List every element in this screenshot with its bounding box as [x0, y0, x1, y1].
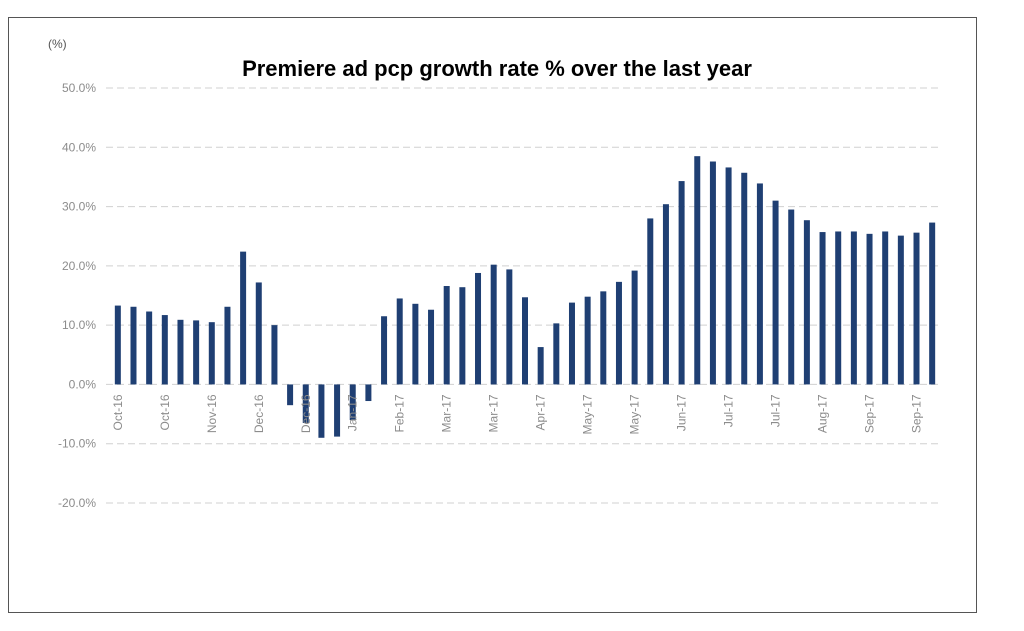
bar: [725, 167, 732, 385]
bar: [866, 233, 873, 385]
bar: [318, 384, 325, 438]
x-tick-label: Sep-17: [863, 394, 877, 433]
y-tick-label: 30.0%: [62, 200, 96, 214]
bar: [475, 272, 482, 385]
bar: [584, 296, 591, 385]
x-tick-label: May-17: [581, 394, 595, 434]
bar: [240, 251, 247, 385]
chart-frame: [8, 17, 977, 613]
bar: [208, 322, 215, 385]
x-tick-label: Sep-17: [910, 394, 924, 433]
x-tick-label: Dec-16: [252, 394, 266, 433]
bar: [130, 306, 137, 385]
bar: [615, 281, 622, 385]
y-tick-label: 10.0%: [62, 318, 96, 332]
chart-title: Premiere ad pcp growth rate % over the l…: [242, 56, 752, 81]
x-tick-label: Mar-17: [440, 394, 454, 432]
bar: [897, 235, 904, 385]
x-tick-label: Oct-16: [158, 394, 172, 430]
bar: [287, 384, 294, 406]
bar: [506, 269, 513, 385]
y-tick-label: 40.0%: [62, 140, 96, 154]
bar: [271, 325, 278, 385]
bar: [662, 204, 669, 385]
bar: [522, 297, 528, 385]
bar: [443, 286, 450, 385]
bar: [850, 231, 857, 385]
bar: [647, 218, 654, 385]
bar: [255, 282, 262, 385]
bar: [428, 309, 435, 385]
y-tick-label: 50.0%: [62, 81, 96, 95]
bar: [412, 303, 419, 385]
x-tick-label: Dec-16: [299, 394, 313, 433]
bar: [835, 231, 842, 385]
bar: [929, 222, 936, 385]
bar: [224, 306, 231, 385]
x-tick-label: Oct-16: [111, 394, 125, 430]
y-unit-label: (%): [48, 37, 67, 51]
bar: [302, 384, 309, 423]
x-tick-label: Feb-17: [393, 394, 407, 432]
x-tick-label: May-17: [628, 394, 642, 434]
bar: [114, 305, 121, 385]
bar: [381, 316, 388, 385]
y-tick-label: -10.0%: [58, 437, 96, 451]
y-tick-label: -20.0%: [58, 496, 96, 510]
bar: [365, 384, 372, 402]
bar: [756, 183, 763, 385]
bar: [772, 200, 779, 385]
bar: [600, 291, 607, 385]
x-tick-label: Aug-17: [816, 394, 830, 433]
y-tick-label: 20.0%: [62, 259, 96, 273]
bar: [678, 181, 685, 385]
x-tick-label: Jan-17: [346, 394, 360, 431]
bar: [349, 384, 356, 420]
x-tick-label: Nov-16: [205, 394, 219, 433]
bar: [459, 287, 466, 385]
bar: [396, 298, 403, 385]
bar: [177, 319, 184, 385]
bar: [803, 220, 810, 385]
bar: [568, 302, 575, 385]
bar: [741, 172, 748, 385]
x-tick-label: Jul-17: [769, 394, 783, 427]
bar: [913, 232, 920, 385]
bar: [146, 311, 153, 385]
bar: [193, 320, 200, 385]
bar: [694, 156, 701, 385]
x-tick-label: Apr-17: [534, 394, 548, 430]
x-tick-label: Jun-17: [675, 394, 689, 431]
bar: [537, 347, 544, 385]
bar: [819, 232, 826, 385]
y-tick-label: 0.0%: [69, 377, 97, 391]
x-tick-label: Mar-17: [487, 394, 501, 432]
bar: [334, 384, 341, 437]
bar: [490, 264, 497, 385]
bar: [882, 231, 889, 385]
bar: [161, 315, 168, 385]
bar: [788, 209, 795, 385]
bar: [553, 323, 560, 385]
bar: [631, 270, 638, 385]
bar: [709, 161, 716, 385]
x-tick-label: Jul-17: [722, 394, 736, 427]
